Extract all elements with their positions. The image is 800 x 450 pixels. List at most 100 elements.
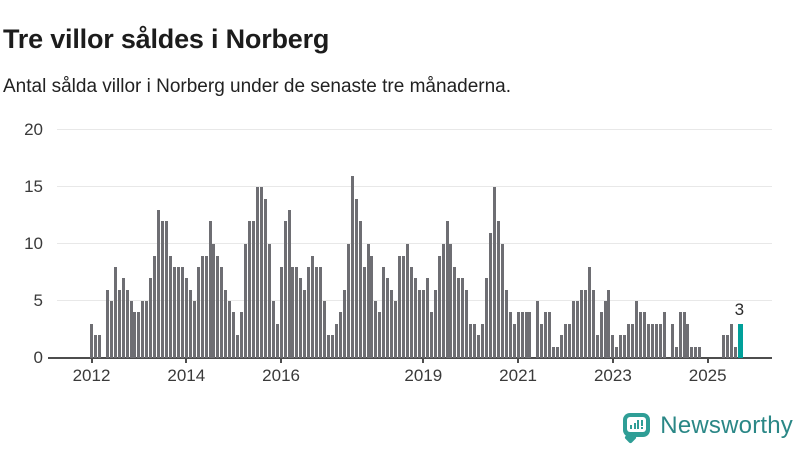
bar [670, 323, 674, 358]
bar [417, 289, 421, 358]
bar [643, 312, 646, 358]
bar [635, 301, 639, 358]
newsworthy-logo: Newsworthy [623, 407, 793, 445]
bar [579, 289, 583, 358]
bar [516, 312, 520, 358]
gridline-10 [57, 243, 772, 245]
bar [441, 244, 445, 358]
bar [165, 221, 169, 358]
bar [153, 255, 157, 358]
bar [149, 278, 153, 358]
x-axis-baseline [48, 357, 772, 359]
bar [366, 244, 370, 358]
bar [496, 221, 500, 358]
bar [113, 266, 117, 358]
bar [180, 266, 184, 358]
bar [615, 346, 619, 358]
bar [678, 312, 682, 358]
bar [469, 323, 473, 358]
bar [263, 198, 267, 358]
bar [587, 266, 591, 358]
bar [611, 335, 615, 358]
x-axis-label: 2019 [404, 366, 443, 385]
bar [639, 312, 643, 358]
bar [556, 346, 560, 358]
y-axis-label: 20 [24, 120, 43, 140]
bar [342, 289, 346, 358]
bar [196, 266, 200, 358]
bar [564, 323, 567, 358]
bar [654, 323, 658, 358]
x-axis-tick [517, 358, 520, 363]
bar [346, 244, 350, 358]
bar [725, 335, 729, 358]
bar [287, 210, 291, 358]
bar [358, 221, 362, 358]
bar [508, 312, 512, 358]
bar [524, 312, 528, 358]
bar [374, 301, 378, 358]
bar [212, 244, 216, 358]
bar [129, 301, 133, 358]
bar [461, 278, 465, 358]
bar [259, 187, 263, 358]
bar [172, 266, 176, 358]
bar [481, 323, 485, 358]
bar [457, 278, 461, 358]
bar [520, 312, 524, 358]
bar [109, 301, 113, 358]
bar [465, 289, 469, 358]
bar [650, 323, 654, 358]
bar [248, 221, 251, 358]
sold-villas-chart: Tre villor såldes i Norberg Antal sålda … [3, 24, 772, 385]
bar [682, 312, 686, 358]
bar [722, 335, 725, 358]
x-axis-tick [90, 358, 93, 363]
bar [413, 278, 417, 358]
last-bar-value-label: 3 [734, 299, 745, 319]
bar [283, 221, 287, 358]
x-axis-tick [706, 358, 709, 363]
gridline-20 [57, 129, 772, 131]
chart-subtitle: Antal sålda villor i Norberg under de se… [3, 76, 512, 97]
x-axis-label: 2021 [499, 366, 538, 385]
bar [662, 312, 666, 358]
bar [674, 346, 678, 358]
bar [267, 244, 271, 358]
bar [228, 301, 232, 358]
bar [627, 323, 631, 358]
bar [141, 301, 145, 358]
bar [560, 335, 564, 358]
bar [184, 278, 188, 358]
x-axis-label: 2023 [593, 366, 632, 385]
bar [429, 312, 433, 358]
bar [251, 221, 255, 358]
x-axis-label: 2025 [688, 366, 727, 385]
bar [370, 255, 374, 358]
bar [488, 232, 492, 358]
bar [145, 301, 149, 358]
bar [220, 266, 224, 358]
bar [623, 335, 627, 358]
bar [548, 312, 552, 358]
bar [631, 323, 635, 358]
bar [137, 312, 141, 358]
bar [425, 278, 429, 358]
bar [236, 335, 240, 358]
page-title: Tre villor såldes i Norberg [3, 24, 330, 55]
bar [473, 323, 477, 358]
bar [334, 323, 338, 358]
x-axis-label: 2012 [72, 366, 111, 385]
bar [733, 346, 737, 358]
y-axis-label: 5 [33, 291, 43, 311]
bar [133, 312, 137, 358]
bar [583, 289, 587, 358]
bar [492, 187, 496, 358]
bar [619, 335, 623, 358]
bar [437, 255, 441, 358]
bar-chart-speech-bubble-icon [623, 412, 651, 444]
x-axis-tick [611, 358, 614, 363]
bar [382, 266, 386, 358]
bar [299, 278, 303, 358]
bar [105, 289, 109, 358]
